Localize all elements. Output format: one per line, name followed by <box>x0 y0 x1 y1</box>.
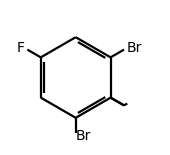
Text: Br: Br <box>126 41 142 55</box>
Text: F: F <box>17 41 25 55</box>
Text: Br: Br <box>76 129 91 143</box>
